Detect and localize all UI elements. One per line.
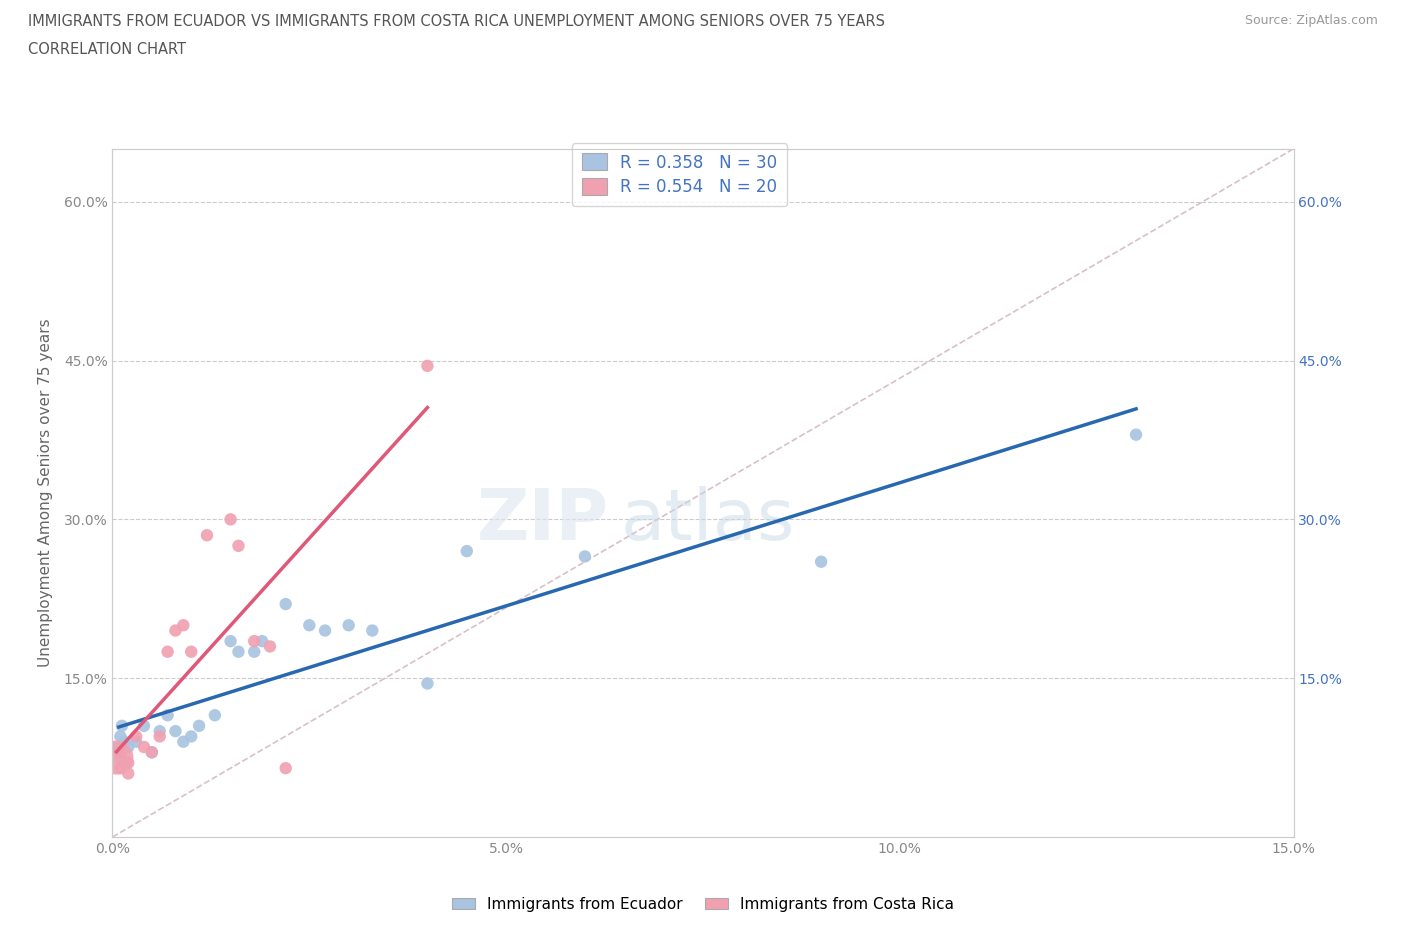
Point	[188, 718, 211, 733]
Point	[110, 751, 132, 765]
Legend: Immigrants from Ecuador, Immigrants from Costa Rica: Immigrants from Ecuador, Immigrants from…	[446, 891, 960, 918]
Point	[111, 718, 134, 733]
Point	[110, 745, 132, 760]
Point	[219, 512, 242, 526]
Point	[416, 676, 439, 691]
Point	[141, 745, 163, 760]
Point	[298, 618, 321, 632]
Point	[337, 618, 360, 632]
Legend: R = 0.358   N = 30, R = 0.554   N = 20: R = 0.358 N = 30, R = 0.554 N = 20	[572, 143, 787, 206]
Point	[172, 735, 194, 750]
Point	[228, 538, 250, 553]
Point	[250, 633, 273, 648]
Point	[110, 761, 132, 776]
Point	[156, 708, 179, 723]
Point	[110, 729, 132, 744]
Point	[456, 544, 478, 559]
Y-axis label: Unemployment Among Seniors over 75 years: Unemployment Among Seniors over 75 years	[38, 319, 52, 667]
Point	[361, 623, 384, 638]
Point	[416, 358, 439, 373]
Point	[1125, 427, 1147, 442]
Point	[132, 718, 155, 733]
Point	[165, 724, 187, 738]
Point	[125, 735, 148, 750]
Point	[314, 623, 336, 638]
Point	[156, 644, 179, 659]
Point	[810, 554, 832, 569]
Text: atlas: atlas	[620, 486, 794, 555]
Point	[107, 739, 129, 754]
Text: CORRELATION CHART: CORRELATION CHART	[28, 42, 186, 57]
Point	[228, 644, 250, 659]
Point	[165, 623, 187, 638]
Point	[180, 729, 202, 744]
Text: IMMIGRANTS FROM ECUADOR VS IMMIGRANTS FROM COSTA RICA UNEMPLOYMENT AMONG SENIORS: IMMIGRANTS FROM ECUADOR VS IMMIGRANTS FR…	[28, 14, 886, 29]
Point	[204, 708, 226, 723]
Text: ZIP: ZIP	[477, 486, 609, 555]
Point	[259, 639, 281, 654]
Point	[132, 739, 155, 754]
Point	[117, 755, 139, 770]
Point	[243, 633, 266, 648]
Point	[149, 729, 172, 744]
Point	[112, 735, 135, 750]
Point	[149, 724, 172, 738]
Point	[117, 739, 139, 754]
Point	[172, 618, 194, 632]
Point	[141, 745, 163, 760]
Point	[125, 729, 148, 744]
Point	[219, 633, 242, 648]
Point	[274, 761, 297, 776]
Text: Source: ZipAtlas.com: Source: ZipAtlas.com	[1244, 14, 1378, 27]
Point	[195, 528, 218, 543]
Point	[180, 644, 202, 659]
Point	[274, 597, 297, 612]
Point	[105, 751, 128, 765]
Point	[243, 644, 266, 659]
Point	[574, 549, 596, 564]
Point	[117, 766, 139, 781]
